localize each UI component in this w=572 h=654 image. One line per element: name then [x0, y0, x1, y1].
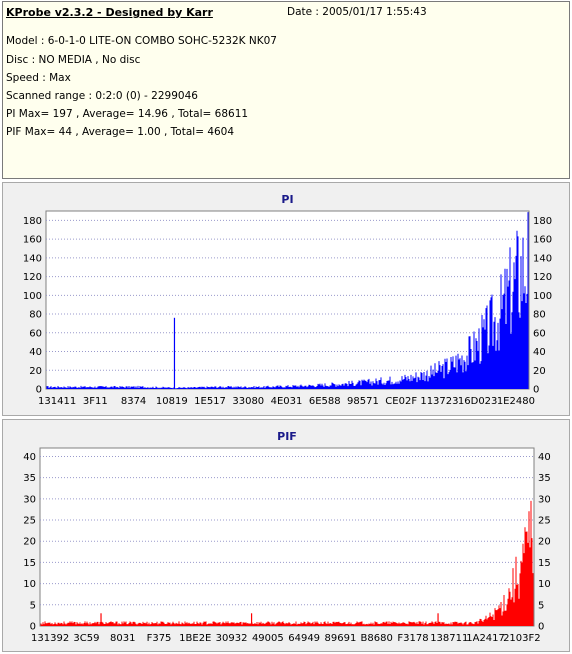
pif-xtick-5: 30932 [216, 633, 248, 644]
pif-ytick-left-6: 30 [23, 494, 36, 505]
pif-ytick-right-6: 30 [538, 494, 551, 505]
pi-xtick-6: 4E031 [271, 396, 303, 407]
pif-xtick-10: F3178 [397, 633, 428, 644]
pif-ytick-right-5: 25 [538, 516, 551, 527]
pif-xtick-6: 49005 [252, 633, 284, 644]
pi-xtick-3: 10819 [156, 396, 188, 407]
pif-chart: PIF 0 0 5 5 10 10 15 15 20 20 25 25 30 30 35 35 40 40 13139… [23, 430, 551, 644]
info-speed: Speed : Max [6, 72, 71, 84]
pi-xtick-0: 131411 [38, 396, 76, 407]
pif-xtick-12: 1A2417 [466, 633, 505, 644]
pif-ytick-left-8: 40 [23, 452, 36, 463]
pif-xtick-8: 89691 [325, 633, 357, 644]
info-scanned-range: Scanned range : 0:2:0 (0) - 2299046 [6, 90, 198, 102]
pif-ytick-right-1: 5 [538, 600, 544, 611]
pi-ytick-right-3: 60 [533, 328, 546, 339]
pif-ytick-left-2: 10 [23, 579, 36, 590]
pi-ytick-right-0: 0 [533, 385, 539, 396]
pi-ytick-right-2: 40 [533, 347, 546, 358]
app-title: KProbe v2.3.2 - Designed by Karr [6, 6, 213, 19]
scan-date: Date : 2005/01/17 1:55:43 [287, 6, 427, 18]
info-disc: Disc : NO MEDIA , No disc [6, 54, 141, 66]
pi-xtick-4: 1E517 [194, 396, 226, 407]
pi-xtick-5: 33080 [232, 396, 264, 407]
pif-xtick-3: F375 [147, 633, 172, 644]
pif-ytick-left-5: 25 [23, 516, 36, 527]
pi-xtick-10: 113723 [420, 396, 458, 407]
pi-ytick-left-6: 120 [23, 272, 42, 283]
pif-ytick-left-4: 20 [23, 537, 36, 548]
pif-xtick-13: 2103F2 [503, 633, 541, 644]
pif-ytick-right-4: 20 [538, 537, 551, 548]
pif-ytick-left-0: 0 [30, 622, 36, 633]
pi-ytick-left-9: 180 [23, 216, 42, 227]
pi-ytick-left-2: 40 [29, 347, 42, 358]
pi-xtick-2: 8374 [121, 396, 146, 407]
pif-ytick-right-2: 10 [538, 579, 551, 590]
pif-chart-title: PIF [277, 430, 297, 443]
info-pif-stats: PIF Max= 44 , Average= 1.00 , Total= 460… [6, 126, 235, 138]
info-pi-stats: PI Max= 197 , Average= 14.96 , Total= 68… [6, 108, 249, 120]
pi-xtick-7: 6E588 [309, 396, 341, 407]
pi-ytick-left-1: 20 [29, 366, 42, 377]
pi-xtick-8: 98571 [347, 396, 379, 407]
pi-ytick-right-1: 20 [533, 366, 546, 377]
pif-ytick-right-7: 35 [538, 473, 551, 484]
pi-xtick-11: 16D023 [458, 396, 498, 407]
pif-ytick-left-7: 35 [23, 473, 36, 484]
pi-chart-panel: PI 0 0 20 20 40 40 60 60 80 80 100 100 120 120 140 140 16… [2, 182, 570, 416]
pi-ytick-left-8: 160 [23, 235, 42, 246]
pif-xtick-4: 1BE2E [179, 633, 211, 644]
pi-ytick-right-8: 160 [533, 235, 552, 246]
pi-ytick-left-5: 100 [23, 291, 42, 302]
pif-xtick-0: 131392 [31, 633, 69, 644]
pi-ytick-right-7: 140 [533, 253, 552, 264]
info-model: Model : 6-0-1-0 LITE-ON COMBO SOHC-5232K… [6, 35, 277, 47]
pi-ytick-left-7: 140 [23, 253, 42, 264]
pif-chart-panel: PIF 0 0 5 5 10 10 15 15 20 20 25 25 30 30 35 35 40 40 13139… [2, 419, 570, 652]
pi-ytick-left-0: 0 [36, 385, 42, 396]
pif-ytick-right-3: 15 [538, 558, 551, 569]
pi-plot-area [45, 210, 530, 390]
pif-xtick-2: 8031 [110, 633, 135, 644]
pi-chart: PI 0 0 20 20 40 40 60 60 80 80 100 100 120 120 140 140 16… [23, 193, 552, 407]
pi-xtick-1: 3F11 [83, 396, 108, 407]
pi-bars [46, 212, 529, 389]
pif-xtick-1: 3C59 [73, 633, 99, 644]
info-panel: KProbe v2.3.2 - Designed by Karr Date : … [2, 1, 570, 179]
pi-ytick-right-9: 180 [533, 216, 552, 227]
pi-xtick-9: CE02F [385, 396, 417, 407]
pif-xtick-7: 64949 [288, 633, 320, 644]
pif-ytick-right-8: 40 [538, 452, 551, 463]
pif-plot-area [39, 447, 535, 627]
pi-ytick-left-4: 80 [29, 310, 42, 321]
pif-ytick-right-0: 0 [538, 622, 544, 633]
pi-ytick-right-5: 100 [533, 291, 552, 302]
pif-xtick-9: B8680 [361, 633, 393, 644]
pif-ytick-left-1: 5 [30, 600, 36, 611]
pi-ytick-right-4: 80 [533, 310, 546, 321]
pi-xtick-12: 1E2480 [497, 396, 535, 407]
pif-ytick-left-3: 15 [23, 558, 36, 569]
pif-xtick-11: 138711 [430, 633, 468, 644]
pi-chart-title: PI [281, 193, 293, 206]
pi-ytick-left-3: 60 [29, 328, 42, 339]
pi-ytick-right-6: 120 [533, 272, 552, 283]
